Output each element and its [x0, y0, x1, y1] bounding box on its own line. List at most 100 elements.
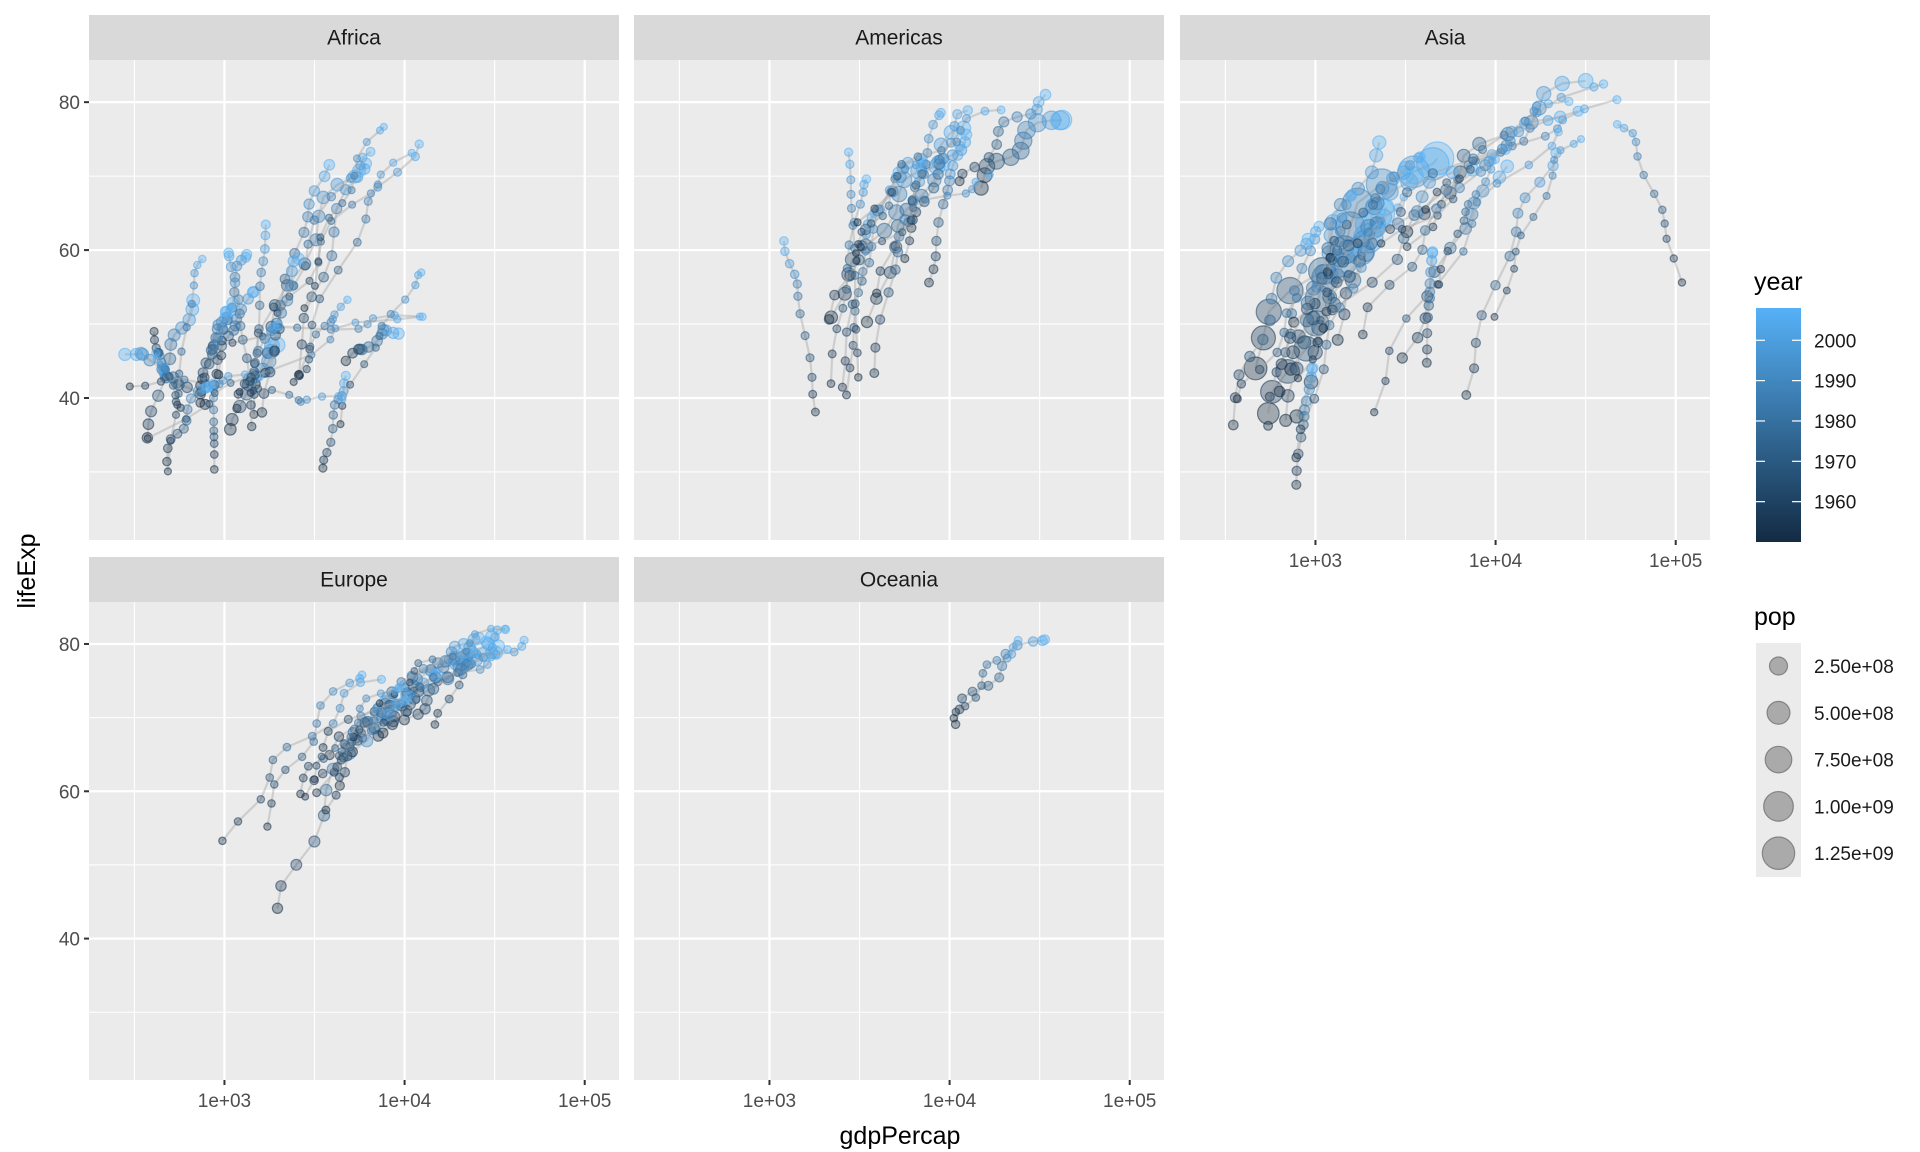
data-point [878, 211, 888, 221]
y-tick-label: 40 [59, 930, 80, 951]
data-point [1300, 395, 1313, 407]
data-point [351, 318, 360, 327]
facet-europe: Europe 40 60 80 1e+03 1e+04 1e+05 [59, 557, 619, 1112]
data-point [386, 309, 395, 319]
data-point [241, 248, 253, 261]
data-point [190, 268, 199, 278]
data-point [366, 725, 377, 736]
size-legend-point [1764, 745, 1793, 774]
data-point [1550, 155, 1559, 165]
data-point [1576, 135, 1586, 144]
data-point [1442, 178, 1452, 188]
data-point [1499, 143, 1512, 155]
data-point [1330, 276, 1343, 289]
data-point [285, 265, 298, 278]
data-point [890, 264, 901, 275]
country-path [304, 688, 400, 798]
data-point [1631, 137, 1641, 147]
data-point [300, 304, 309, 313]
data-point [961, 189, 971, 198]
data-point [800, 331, 810, 341]
data-point [318, 463, 328, 473]
country-path [1278, 142, 1381, 392]
data-point [149, 326, 159, 337]
data-point [1492, 178, 1502, 188]
data-point [1318, 323, 1329, 334]
data-point [335, 703, 345, 713]
data-point [987, 152, 1005, 170]
data-point [928, 182, 940, 194]
data-point [416, 268, 426, 277]
size-legend-point [1766, 700, 1791, 725]
data-point [1572, 105, 1584, 117]
data-point [923, 277, 934, 288]
country-path [276, 151, 413, 314]
data-point [855, 199, 866, 209]
data-point [1323, 269, 1334, 280]
data-point [890, 241, 900, 252]
data-point [793, 291, 803, 301]
data-point [1456, 148, 1471, 163]
data-point [1233, 369, 1245, 381]
data-point [312, 761, 321, 770]
data-point [460, 659, 474, 672]
data-point [853, 218, 862, 227]
data-point [898, 228, 907, 237]
data-point [1334, 236, 1345, 248]
data-point [971, 693, 981, 702]
data-point [1039, 634, 1051, 645]
data-point [343, 714, 353, 725]
data-point [900, 253, 910, 264]
data-point [343, 295, 352, 305]
data-point [298, 226, 310, 238]
data-point [465, 639, 474, 648]
data-point [971, 177, 980, 187]
data-point [980, 106, 990, 116]
data-point [1370, 192, 1381, 204]
data-point [1369, 408, 1379, 417]
data-point [151, 348, 161, 358]
country-path [292, 299, 349, 383]
data-point [326, 250, 338, 262]
country-path [1425, 251, 1434, 363]
data-point [303, 761, 313, 771]
data-point [875, 266, 886, 276]
data-point [827, 349, 837, 359]
data-point [475, 664, 485, 674]
data-point [1340, 199, 1352, 211]
data-point [1612, 119, 1622, 129]
data-point [1366, 276, 1378, 288]
data-layer [1227, 72, 1687, 490]
data-point [1304, 245, 1317, 257]
data-point [171, 410, 181, 419]
size-legend-label: 2.50e+08 [1814, 657, 1894, 678]
data-point [326, 191, 337, 202]
data-point [810, 407, 820, 417]
data-point [934, 154, 945, 165]
data-point [411, 695, 421, 704]
data-point [418, 663, 429, 674]
data-point [328, 719, 338, 729]
data-point [323, 726, 333, 737]
data-point [1331, 333, 1344, 346]
data-point [1322, 287, 1333, 298]
data-point [1301, 232, 1315, 246]
data-point [808, 389, 818, 399]
data-point [428, 655, 437, 664]
country-path [1284, 216, 1340, 421]
data-point [414, 139, 424, 149]
data-point [331, 202, 343, 215]
country-path [313, 695, 412, 782]
data-point [1492, 170, 1507, 184]
data-point [487, 624, 496, 633]
facet-strip [89, 15, 619, 60]
data-point [433, 708, 443, 718]
data-point [360, 360, 369, 369]
y-tick-label: 80 [59, 93, 80, 114]
data-point [884, 201, 894, 211]
data-point [1286, 308, 1298, 319]
data-point [1273, 385, 1286, 398]
data-point [1426, 246, 1439, 258]
data-point [1254, 364, 1265, 375]
